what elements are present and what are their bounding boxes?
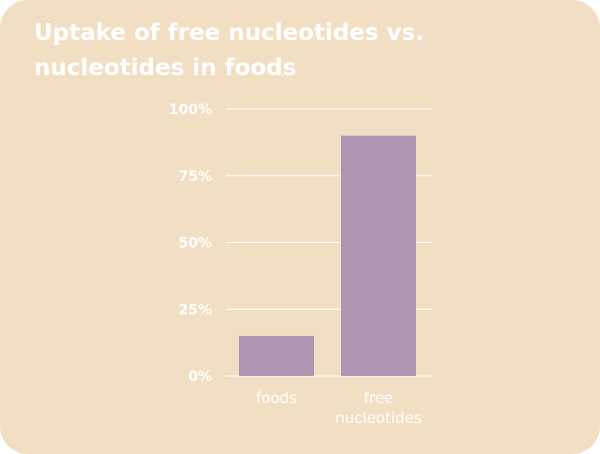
x-tick-label-line: nucleotides <box>335 409 422 427</box>
y-tick-label: 50% <box>178 236 212 252</box>
bar-foods <box>239 335 314 376</box>
x-tick-label: free nucleotides <box>335 389 422 427</box>
bars <box>239 135 416 376</box>
x-tick-label: foods <box>256 389 297 407</box>
x-tick-label-line: foods <box>256 389 297 407</box>
bar-free-nucleotides <box>341 135 416 376</box>
y-tick-label: 0% <box>188 369 212 385</box>
y-tick-label: 100% <box>169 102 212 118</box>
x-tick-label-line: free <box>364 389 394 407</box>
chart-title: Uptake of free nucleotides vs. nucleotid… <box>34 20 425 81</box>
x-axis-labels: foods free nucleotides <box>256 389 422 427</box>
y-tick-label: 25% <box>178 302 212 318</box>
y-axis-ticks: 0% 25% 50% 75% 100% <box>169 102 212 385</box>
y-tick-label: 75% <box>178 169 212 185</box>
